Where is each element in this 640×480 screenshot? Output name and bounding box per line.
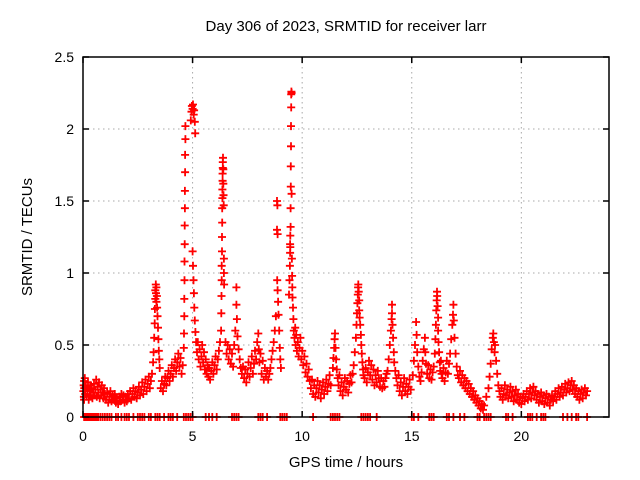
data-points (79, 87, 592, 421)
plot-border (82, 56, 610, 418)
grid-path (83, 57, 609, 417)
y-tick-label: 0 (66, 409, 74, 425)
x-tick-label: 20 (514, 428, 530, 444)
scatter-markers (79, 87, 592, 421)
y-tick-label: 2 (66, 121, 74, 137)
x-tick-label: 0 (79, 428, 87, 444)
y-tick-label: 2.5 (55, 49, 75, 65)
x-tick-labels: 0 5 10 15 20 (79, 428, 529, 444)
y-tick-labels: 0 0.5 1 1.5 2 2.5 (55, 49, 75, 425)
x-tick-label: 5 (189, 428, 197, 444)
x-axis-label: GPS time / hours (289, 454, 403, 471)
chart-title: Day 306 of 2023, SRMTID for receiver lar… (206, 18, 487, 35)
y-tick-label: 1 (66, 265, 74, 281)
y-tick-label: 0.5 (55, 337, 75, 353)
y-axis-label: SRMTID / TECUs (19, 178, 36, 296)
x-tick-label: 15 (404, 428, 420, 444)
axis-ticks (82, 56, 609, 418)
grid-lines (83, 57, 609, 417)
tick-marks (82, 56, 609, 418)
y-tick-label: 1.5 (55, 193, 75, 209)
x-tick-label: 10 (294, 428, 310, 444)
